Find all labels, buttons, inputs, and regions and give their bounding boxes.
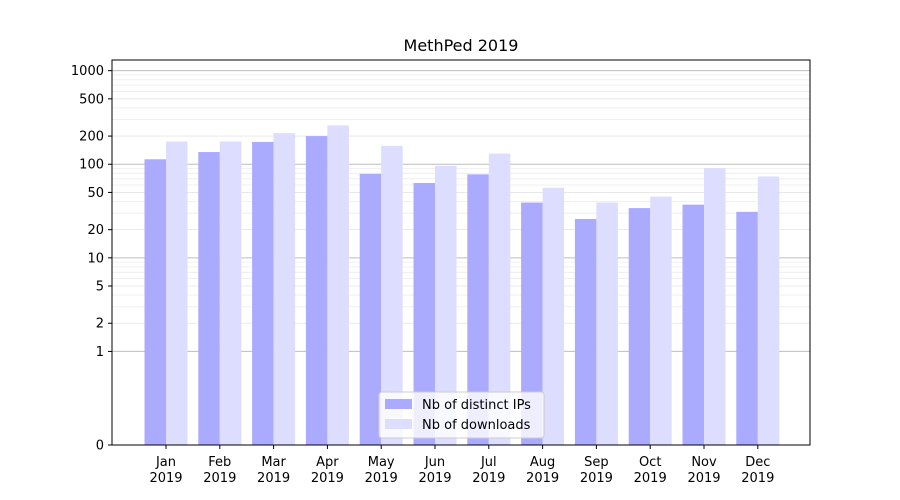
- bar-downloads-dec: [757, 176, 780, 446]
- x-tick-label: Apr 2019: [311, 455, 344, 486]
- bar-downloads-jul: [488, 153, 511, 446]
- bar-distinct-ips-jan: [144, 159, 166, 446]
- bar-distinct-ips-apr: [305, 136, 328, 446]
- bar-distinct-ips-mar: [252, 141, 274, 445]
- legend: Nb of distinct IPs Nb of downloads: [378, 391, 545, 439]
- plot-frame: [111, 59, 811, 446]
- y-tick-label: 1000: [71, 64, 104, 79]
- legend-swatch: [385, 399, 412, 409]
- x-tick-label: Oct 2019: [634, 455, 667, 486]
- x-tick-label: Mar 2019: [257, 455, 290, 486]
- bar-distinct-ips-aug: [521, 202, 543, 445]
- legend-label: Nb of distinct IPs: [422, 398, 531, 413]
- y-axis: 0 1 2 5 10 20 50 100 200 500 1000: [71, 64, 112, 454]
- x-axis: Jan 2019 Feb 2019 Mar 2019 Apr 2019 May 2019 Jun 20…: [149, 445, 774, 486]
- y-tick-label: 100: [79, 158, 104, 173]
- y-tick-label: 1: [96, 345, 104, 360]
- bar-downloads-may: [381, 145, 403, 445]
- bar-distinct-ips-sep: [574, 218, 597, 445]
- legend-label: Nb of downloads: [422, 418, 531, 433]
- bar-downloads-jun: [435, 165, 457, 445]
- x-tick-label: Nov 2019: [687, 455, 720, 486]
- x-tick-label: Sep 2019: [580, 455, 613, 486]
- legend-box: [378, 391, 545, 439]
- bars-layer: [144, 125, 780, 446]
- bar-distinct-ips-jul: [467, 174, 489, 445]
- bar-downloads-jan: [166, 141, 188, 445]
- bar-downloads-feb: [219, 141, 242, 445]
- bar-distinct-ips-may: [359, 173, 382, 446]
- bar-distinct-ips-nov: [682, 204, 704, 445]
- y-tick-label: 20: [87, 223, 104, 238]
- bar-distinct-ips-jun: [413, 183, 435, 446]
- bar-downloads-apr: [327, 125, 349, 445]
- x-tick-label: Dec 2019: [741, 455, 774, 486]
- x-tick-label: Aug 2019: [526, 455, 559, 486]
- x-tick-label: Jan 2019: [149, 455, 182, 486]
- y-tick-label: 0: [96, 439, 104, 454]
- y-tick-label: 500: [79, 92, 104, 107]
- bar-downloads-oct: [650, 196, 672, 445]
- bar-downloads-nov: [704, 168, 726, 445]
- bar-distinct-ips-feb: [198, 152, 220, 445]
- x-tick-label: May 2019: [365, 455, 398, 486]
- bar-downloads-aug: [542, 187, 565, 445]
- bar-distinct-ips-oct: [628, 208, 651, 445]
- legend-swatch: [385, 419, 412, 429]
- bar-distinct-ips-dec: [736, 211, 758, 445]
- y-tick-label: 200: [79, 130, 104, 145]
- bar-downloads-sep: [596, 202, 618, 445]
- bar-downloads-mar: [273, 133, 296, 446]
- y-tick-label: 10: [87, 251, 104, 266]
- x-tick-label: Jun 2019: [418, 455, 451, 486]
- y-tick-label: 5: [96, 280, 104, 295]
- y-tick-label: 2: [96, 317, 104, 332]
- chart-title: MethPed 2019: [404, 36, 519, 55]
- y-tick-label: 50: [87, 186, 104, 201]
- x-tick-label: Feb 2019: [203, 455, 236, 486]
- x-tick-label: Jul 2019: [472, 455, 505, 486]
